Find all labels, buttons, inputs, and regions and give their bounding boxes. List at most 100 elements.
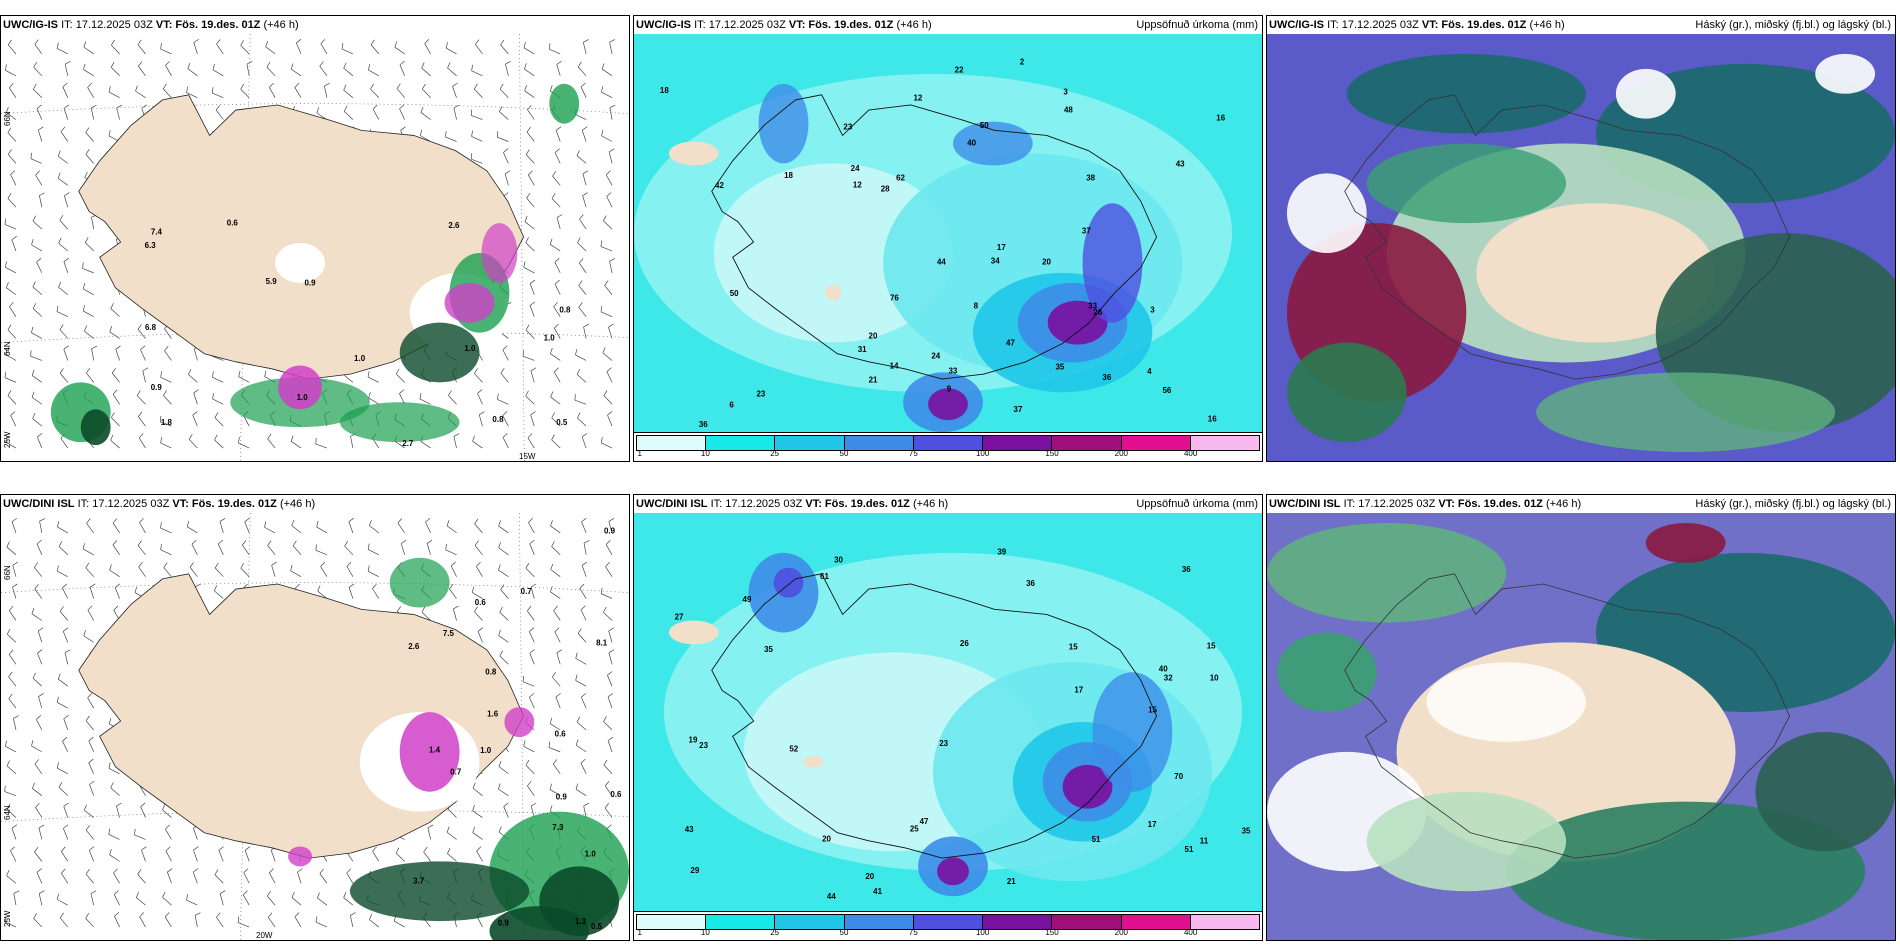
clear-area [1286,173,1367,253]
value-label: 16 [1216,114,1225,123]
panel-field-title: Háský (gr.), miðský (fj.bl.) og lágský (… [1695,498,1891,510]
snow-area [278,365,322,410]
colorbar-tick-label: 400 [1183,928,1198,937]
map-area[interactable] [1267,513,1895,940]
value-label: 6.3 [145,241,157,250]
value-label: 76 [890,294,899,303]
value-label: 40 [1159,665,1168,674]
panel-precip-type-igis: UWC/IG-IS IT: 17.12.2025 03Z VT: Fös. 19… [0,15,630,462]
value-label: 32 [1164,674,1173,683]
colorbar: 1 10 25 50 75 100 150 200 400 [634,432,1262,461]
graticule [1,513,629,940]
map-area[interactable]: 0.8 0.5 0.9 0.9 0.6 1.0 0.7 1.6 1.3 1.4 0.6 2.6 0.7 0… [1,513,629,940]
value-label: 26 [960,639,969,648]
value-label: 1.0 [544,334,556,343]
value-label: 18 [660,86,669,95]
value-label: 22 [955,66,964,75]
value-label: 0.9 [556,793,568,802]
map-area[interactable]: 1.0 1.0 1.8 0.6 0.9 0.8 0.9 2.6 5.9 2.7 6.3 6.8 7.4 0… [1,34,629,461]
cloud-layer [1536,372,1836,453]
value-label: 1.8 [161,418,173,427]
value-label: 33 [1088,301,1097,310]
panel-header: UWC/IG-IS IT: 17.12.2025 03Z VT: Fös. 19… [1267,16,1895,34]
cloud-layer [1755,731,1895,852]
value-label: 11 [1200,837,1209,846]
value-label: 51 [1092,835,1101,844]
value-label: 1.0 [354,354,366,363]
value-label: 40 [967,139,976,148]
value-label: 0.6 [475,598,487,607]
value-label: 44 [937,258,946,267]
field-blob [389,557,450,608]
snow-area [481,223,518,283]
graticule [1,34,629,461]
value-label: 3 [1150,306,1155,315]
lat-label: 64N [3,805,12,820]
value-label: 50 [980,121,989,130]
snow-area [288,846,313,867]
value-label: 43 [1176,159,1185,168]
value-label: 56 [1162,386,1171,395]
value-label: 44 [827,892,836,901]
value-label: 28 [881,185,890,194]
map-area[interactable] [1267,34,1895,461]
colorbar-tick-label: 400 [1183,449,1198,458]
value-label: 36 [699,420,708,429]
value-label: 7.3 [552,823,564,832]
colorbar-swatch [983,436,1053,450]
panel-header: UWC/IG-IS IT: 17.12.2025 03Z VT: Fös. 19… [634,16,1262,34]
field-blob [339,402,460,443]
clear-area [1615,68,1676,119]
cloud-layer [1276,632,1377,713]
colorbar-tick-label: 50 [839,449,849,458]
value-label: 38 [1086,173,1095,182]
value-label: 31 [858,345,867,354]
panel-header: UWC/DINI ISL IT: 17.12.2025 03Z VT: Fös.… [1267,495,1895,513]
panel-clouds-igis: UWC/IG-IS IT: 17.12.2025 03Z VT: Fös. 19… [1266,15,1896,462]
colorbar: 1 10 25 50 75 100 150 200 400 [634,911,1262,940]
value-label: 21 [1007,877,1016,886]
value-label: 24 [851,164,860,173]
panel-field-title: Háský (gr.), miðský (fj.bl.) og lágský (… [1695,19,1891,31]
colorbar-tick-label: 75 [908,449,918,458]
value-label: 36 [1026,579,1035,588]
value-label: 50 [730,289,739,298]
value-label: 2 [1020,58,1025,67]
value-label: 35 [1055,362,1064,371]
colorbar-tick-label: 1 [637,449,642,458]
value-label: 0.5 [591,922,603,931]
colorbar-swatch [844,436,914,450]
value-label: 2.7 [402,439,414,448]
snow-area [444,282,495,323]
colorbar-tick-label: 100 [975,928,990,937]
value-label: 62 [896,174,905,183]
colorbar-swatch [913,915,984,929]
value-label: 43 [685,825,694,834]
map-area[interactable]: 17 15 11 26 29 30 40 20 36 35 10 27 15 41 43 49 51 61 47 32… [634,513,1262,940]
value-label: 49 [743,595,752,604]
value-label: 9 [947,384,952,393]
value-label: 23 [843,123,852,132]
value-label: 1.0 [464,344,476,353]
lon-label: 15W [519,452,536,461]
value-label: 52 [789,745,798,754]
value-label: 2.6 [448,221,460,230]
cloud-layer [1267,522,1507,623]
value-label: 14 [890,361,899,370]
value-label: 20 [822,834,831,843]
value-label: 0.9 [151,383,163,392]
cloud-layer [1506,801,1866,940]
value-label: 35 [1242,827,1251,836]
colorbar-swatch [1052,915,1122,929]
value-label: 0.9 [498,919,510,928]
heavy-precip-core [1062,764,1113,809]
land-patch [668,620,719,645]
iceland-coastline [1344,94,1791,380]
colorbar-tick-label: 100 [975,449,990,458]
iceland-coastline [711,573,1158,859]
lon-label: 25W [3,431,12,448]
value-label: 47 [920,817,929,826]
map-area[interactable]: 6 3 17 8 12 2 4 3 36 31 16 12 14 22 35 24 33 50 44 16 18 23 9 2… [634,34,1262,461]
value-label: 15 [1148,706,1157,715]
colorbar-swatch [637,436,707,450]
